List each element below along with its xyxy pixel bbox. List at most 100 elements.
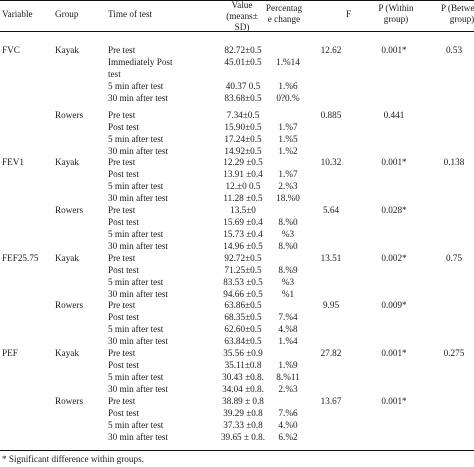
value-cell: 82.72±0.5 — [224, 45, 262, 55]
time-cell: test — [108, 69, 121, 79]
header-p-between: P (Between group) — [426, 3, 474, 25]
header-pct-line1: Percentag — [265, 3, 303, 13]
time-cell: Pre test — [108, 157, 136, 167]
pct-cell: 2.%3 — [278, 181, 298, 191]
p-between-cell: 0.275 — [443, 348, 465, 358]
value-cell: 12.29 ±0.5 — [223, 157, 263, 167]
value-cell: 37.33 ±0.8 — [223, 420, 263, 430]
header-variable: Variable — [2, 9, 33, 19]
p-between-cell: 0.75 — [445, 253, 463, 263]
time-cell: 5 min after test — [108, 372, 164, 382]
time-cell: 30 min after test — [108, 193, 168, 203]
p-within-cell: 0.441 — [383, 110, 405, 120]
value-cell: 15.69 ±0.4 — [223, 217, 263, 227]
time-cell: Pre test — [108, 110, 136, 120]
time-cell: 30 min after test — [108, 289, 168, 299]
time-cell: 5 min after test — [108, 277, 164, 287]
pct-cell: 7.%6 — [278, 408, 298, 418]
time-cell: Immediately Post — [108, 57, 173, 67]
header-value-line1: Value — [231, 0, 253, 10]
f-cell: 12.62 — [320, 45, 342, 55]
value-cell: 63.84±0.5 — [224, 336, 262, 346]
group-cell: Rowers — [55, 110, 84, 120]
header-pct-line2: e change — [267, 14, 301, 24]
value-cell: 94.66 ±0.5 — [223, 289, 263, 299]
value-cell: 83.68±0.5 — [224, 93, 262, 103]
pct-cell: 6.%2 — [278, 432, 298, 442]
value-cell: 39.65 ± 0.8. — [220, 432, 266, 442]
p-between-cell: 0.138 — [443, 157, 465, 167]
value-cell: 15.73 ±0.4 — [223, 229, 263, 239]
f-cell: 9.95 — [322, 300, 340, 310]
pct-cell: 18.%0 — [276, 193, 300, 203]
pct-cell: 2.%3 — [278, 384, 298, 394]
value-cell: 39.29 ±0.8 — [223, 408, 263, 418]
variable-cell: FEV1 — [2, 157, 24, 167]
p-between-cell: 0.53 — [445, 45, 463, 55]
group-cell: Kayak — [55, 45, 79, 55]
group-cell: Kayak — [55, 253, 79, 263]
value-cell: 34.04 ±0.8. — [222, 384, 264, 394]
variable-cell: FVC — [2, 45, 20, 55]
time-cell: Post test — [108, 169, 139, 179]
header-pct: Percentag e change — [252, 3, 316, 25]
group-cell: Rowers — [55, 205, 84, 215]
group-cell: Kayak — [55, 348, 79, 358]
time-cell: Pre test — [108, 348, 136, 358]
time-cell: 30 min after test — [108, 93, 168, 103]
value-cell: 45.01±0.5 — [224, 57, 262, 67]
time-cell: 5 min after test — [108, 229, 164, 239]
value-cell: 14.92±0.5 — [224, 146, 262, 156]
f-cell: 13.51 — [320, 253, 342, 263]
time-cell: 30 min after test — [108, 384, 168, 394]
value-cell: 13.5±0 — [230, 205, 256, 215]
variable-cell: PEF — [2, 348, 18, 358]
value-cell: 92.72±0.5 — [224, 253, 262, 263]
time-cell: Post test — [108, 265, 139, 275]
header-p-between-line2: group) — [449, 14, 474, 24]
pct-cell: 1.%14 — [276, 57, 300, 67]
time-cell: 5 min after test — [108, 134, 164, 144]
time-cell: Pre test — [108, 300, 136, 310]
header-p-within: P (Within group) — [358, 3, 434, 25]
pct-cell: %1 — [281, 289, 295, 299]
pct-cell: 0?0.% — [276, 93, 300, 103]
pct-cell: 1.%4 — [278, 336, 298, 346]
p-within-cell: 0.001* — [381, 396, 407, 406]
pct-cell: 1.%6 — [278, 81, 298, 91]
time-cell: 30 min after test — [108, 241, 168, 251]
time-cell: 30 min after test — [108, 432, 168, 442]
value-cell: 11.28 ±0.5 — [223, 193, 263, 203]
pct-cell: 8.%11 — [276, 372, 300, 382]
pct-cell: 1.%9 — [278, 360, 298, 370]
header-p-between-line1: P (Between — [440, 3, 474, 13]
header-p-within-line1: P (Within — [378, 3, 414, 13]
time-cell: Pre test — [108, 396, 136, 406]
value-cell: 12.±0 0.5 — [225, 181, 261, 191]
value-cell: 71.25±0.5 — [224, 265, 262, 275]
value-cell: 40.37 0.5 — [225, 81, 261, 91]
pct-cell: 8.%0 — [278, 217, 298, 227]
value-cell: 14.96 ±0.5 — [223, 241, 263, 251]
f-cell: 13.67 — [320, 396, 342, 406]
f-cell: 27.82 — [320, 348, 342, 358]
time-cell: 5 min after test — [108, 81, 164, 91]
time-cell: Pre test — [108, 45, 136, 55]
header-value-line3: SD) — [234, 22, 250, 32]
time-cell: 5 min after test — [108, 420, 164, 430]
group-cell: Kayak — [55, 157, 79, 167]
pct-cell: 1.%7 — [278, 169, 298, 179]
footnote: * Significant difference within groups. — [2, 454, 144, 464]
f-cell: 5.64 — [322, 205, 340, 215]
pct-cell: %3 — [281, 277, 295, 287]
pct-cell: 8.%0 — [278, 241, 298, 251]
value-cell: 62.60±0.5 — [224, 324, 262, 334]
time-cell: Post test — [108, 360, 139, 370]
pct-cell: 4.%8 — [278, 324, 298, 334]
f-cell: 10.32 — [320, 157, 342, 167]
value-cell: 15.90±0.5 — [224, 122, 262, 132]
header-time: Time of test — [108, 9, 153, 19]
header-f: F — [346, 9, 352, 19]
value-cell: 63.86±0.5 — [224, 300, 262, 310]
header-group: Group — [55, 9, 79, 19]
